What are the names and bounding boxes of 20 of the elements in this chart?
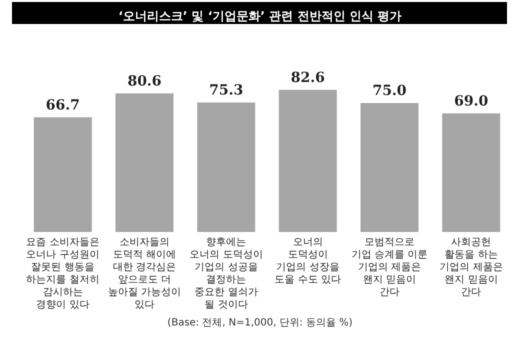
chart-title: ‘오너리스크’ 및 ‘기업문화’ 관련 전반적인 인식 평가 [118, 9, 402, 23]
data-label: 80.6 [127, 73, 162, 90]
data-label: 69.0 [454, 93, 488, 110]
data-label: 82.6 [290, 70, 325, 86]
x-tick-label: 요즘 소비자들은 오너나 구성원이 잘못된 행동을 하는지를 철저히 감시하는 경향이 있다 [26, 236, 100, 310]
bar [360, 103, 418, 232]
x-tick-label: 모범적으로 기업 승계를 이룬 기업의 제품은 왠지 믿음이 간다 [351, 236, 428, 298]
text: (Base: 전체, N=1,000, 단위: 동의율 %) [167, 318, 353, 328]
bar [116, 93, 174, 232]
bar [278, 90, 337, 232]
x-tick-label: 오너의 도덕성이 기업의 성장을 도울 수도 있다 [274, 236, 342, 286]
data-label: 75.0 [372, 83, 407, 99]
bar [197, 102, 256, 232]
data-label: 66.7 [46, 97, 80, 114]
bar [34, 117, 92, 232]
data-label: 75.3 [209, 82, 244, 98]
x-tick-label: 향후에는 오너의 도덕성이 기업의 성공을 결정하는 중요한 열쇠가 될 것이다 [190, 236, 263, 310]
x-tick-label: 사회공헌 활동을 하는 기업의 제품은 왠지 믿음이 간다 [440, 236, 503, 298]
x-tick-label: 소비자들의 도덕적 해이에 대한 경각심은 앞으로도 더 높아질 가능성이 있다 [108, 236, 182, 310]
bar [442, 113, 500, 232]
